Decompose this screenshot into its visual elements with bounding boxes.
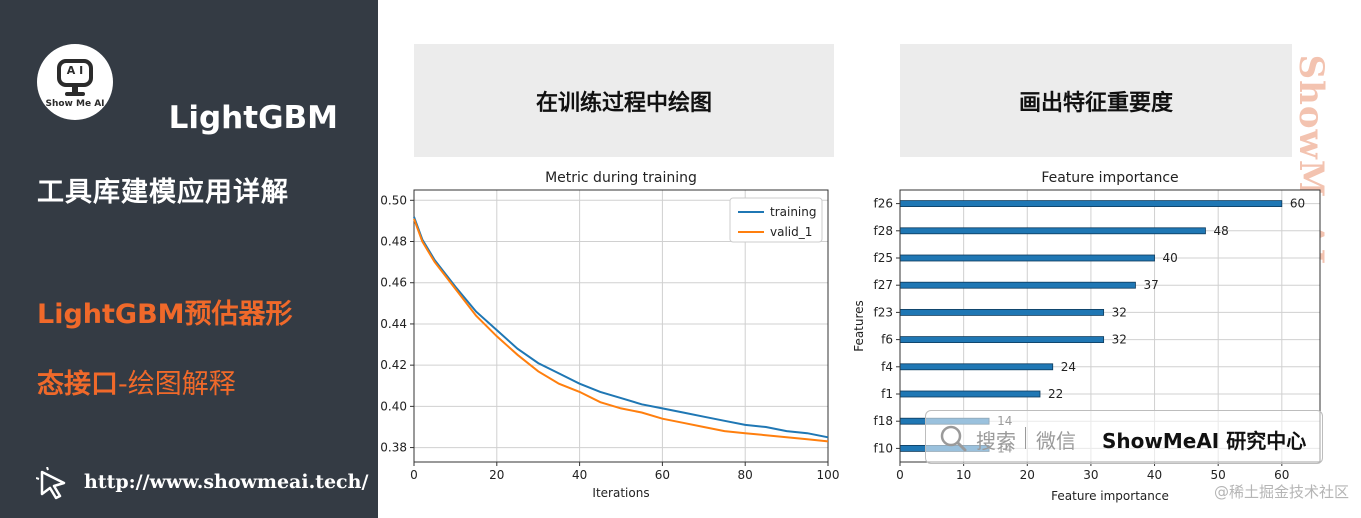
robot-face-icon: A I bbox=[57, 59, 93, 87]
bar-x-tick-label: 30 bbox=[1083, 468, 1098, 482]
search-divider bbox=[1025, 427, 1026, 449]
bar-value-label: 32 bbox=[1112, 333, 1127, 347]
logo-neck bbox=[72, 87, 78, 92]
topic-line-1: LightGBM预估器形 bbox=[37, 299, 293, 330]
bar-value-label: 48 bbox=[1213, 224, 1228, 238]
juejin-watermark: @稀土掘金技术社区 bbox=[1213, 483, 1349, 501]
bar-x-tick-label: 20 bbox=[1020, 468, 1035, 482]
search-icon bbox=[940, 425, 967, 452]
header-feature-importance: 画出特征重要度 bbox=[900, 44, 1292, 157]
legend-label-valid_1: valid_1 bbox=[770, 225, 812, 239]
bar-f28 bbox=[899, 227, 1206, 235]
panel-title: LightGBM bbox=[168, 100, 338, 136]
bar-category-label: f1 bbox=[881, 387, 893, 401]
line-y-tick-label: 0.48 bbox=[380, 235, 407, 249]
website-link[interactable]: http://www.showmeai.tech/ bbox=[84, 471, 369, 493]
bar-x-tick-label: 10 bbox=[956, 468, 971, 482]
line-plot-border bbox=[413, 189, 829, 463]
logo-face-text: A I bbox=[66, 64, 84, 77]
bar-category-label: f26 bbox=[874, 197, 894, 211]
series-line-valid_1 bbox=[413, 218, 829, 443]
bar-value-label: 37 bbox=[1143, 278, 1158, 292]
bar-category-label: f27 bbox=[874, 278, 894, 292]
line-x-tick-label: 60 bbox=[655, 468, 670, 482]
bar-value-label: 40 bbox=[1163, 251, 1178, 265]
topic-line-2-bold: 态接口 bbox=[37, 369, 118, 400]
line-x-tick-label: 0 bbox=[410, 468, 418, 482]
bar-f4 bbox=[899, 363, 1054, 371]
wechat-search-banner: 搜索 微信 ShowMeAI 研究中心 bbox=[925, 410, 1323, 464]
legend-label-training: training bbox=[770, 205, 817, 219]
bar-value-label: 24 bbox=[1061, 360, 1076, 374]
charts-area: 0 20 40 60 80 1000.380.400.420.440.460.480.50… bbox=[380, 170, 1321, 503]
search-label: 搜索 bbox=[976, 429, 1016, 453]
bar-f1 bbox=[899, 390, 1041, 398]
line-x-axis-label: Iterations bbox=[592, 486, 649, 500]
metric-line-chart: 0 20 40 60 80 100 0.38 0.40 0.42 0.44 0.46 0.48 0.50… bbox=[380, 170, 840, 500]
bar-y-axis-label: Features bbox=[852, 300, 866, 352]
header-train-plot: 在训练过程中绘图 bbox=[414, 44, 834, 157]
bar-category-label: f6 bbox=[881, 333, 893, 347]
bar-value-label: 22 bbox=[1048, 387, 1063, 401]
line-x-tick-label: 80 bbox=[738, 468, 753, 482]
bar-category-label: f25 bbox=[874, 251, 894, 265]
line-y-tick-label: 0.40 bbox=[380, 399, 407, 413]
bar-category-label: f4 bbox=[881, 360, 893, 374]
bar-chart-title: Feature importance bbox=[1041, 170, 1178, 186]
line-y-tick-label: 0.46 bbox=[380, 276, 407, 290]
bar-category-label: f28 bbox=[874, 224, 894, 238]
showmeai-logo: A I Show Me AI bbox=[37, 44, 113, 120]
bar-f23 bbox=[899, 308, 1105, 316]
bar-f26 bbox=[899, 200, 1283, 207]
search-brand-name: ShowMeAI 研究中心 bbox=[1102, 429, 1307, 453]
bar-category-label: f23 bbox=[874, 305, 894, 319]
line-x-tick-label: 20 bbox=[489, 468, 504, 482]
bar-f25 bbox=[899, 254, 1155, 262]
line-y-tick-label: 0.42 bbox=[380, 358, 407, 372]
left-panel: A I Show Me AI LightGBM 工具库建模应用详解 LightG… bbox=[0, 0, 378, 518]
line-chart-title: Metric during training bbox=[545, 170, 697, 186]
bar-x-tick-label: 0 bbox=[896, 468, 904, 482]
line-y-tick-label: 0.44 bbox=[380, 317, 407, 331]
bar-category-label: f18 bbox=[874, 414, 894, 428]
line-x-tick-label: 100 bbox=[817, 468, 840, 482]
bar-x-tick-label: 50 bbox=[1211, 468, 1226, 482]
wechat-label: 微信 bbox=[1036, 429, 1076, 453]
line-y-tick-label: 0.50 bbox=[380, 193, 407, 207]
cursor-click-icon bbox=[36, 467, 66, 500]
logo-base bbox=[65, 92, 85, 96]
bar-value-label: 60 bbox=[1290, 197, 1305, 211]
bar-x-tick-label: 40 bbox=[1147, 468, 1162, 482]
panel-subtitle: 工具库建模应用详解 bbox=[37, 177, 289, 208]
bar-f6 bbox=[899, 336, 1105, 344]
bar-f27 bbox=[899, 281, 1136, 289]
logo-name: Show Me AI bbox=[45, 99, 105, 109]
series-line-training bbox=[413, 216, 829, 439]
topic-line-2-light: -绘图解释 bbox=[118, 369, 236, 400]
topic-line-2: 态接口-绘图解释 bbox=[37, 362, 236, 401]
bar-category-label: f10 bbox=[874, 441, 894, 455]
bar-x-tick-label: 60 bbox=[1274, 468, 1289, 482]
line-x-tick-label: 40 bbox=[572, 468, 587, 482]
bar-x-axis-label: Feature importance bbox=[1051, 489, 1169, 503]
line-y-tick-label: 0.38 bbox=[380, 441, 407, 455]
bar-value-label: 32 bbox=[1112, 305, 1127, 319]
